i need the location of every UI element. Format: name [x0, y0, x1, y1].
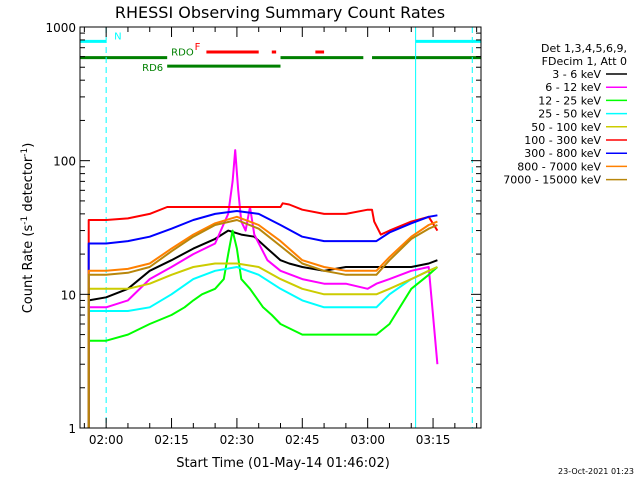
vertical-markers — [79, 27, 473, 428]
legend-label-3: 25 - 50 keV — [538, 108, 601, 121]
legend-label-0: 3 - 6 keV — [552, 68, 601, 81]
legend: Det 1,3,4,5,6,9, FDecim 1, Att 0 3 - 6 k… — [503, 42, 627, 187]
x-tick-label-3: 02:45 — [285, 433, 320, 447]
y-tick-label-3: 1000 — [45, 21, 76, 35]
mode-bars: N RDO RD6 F — [80, 31, 481, 74]
bar-label-f: F — [195, 42, 201, 53]
x-axis-label: Start Time (01-May-14 01:46:02) — [176, 456, 390, 471]
legend-label-6: 300 - 800 keV — [524, 147, 601, 160]
date-stamp: 23-Oct-2021 01:23 — [558, 467, 634, 476]
bar-label-rdo: RDO — [171, 48, 194, 59]
axis-ticks: 1 10 100 1000 02:00 02:15 02:30 02:45 03:00 03:15 — [45, 21, 481, 447]
legend-label-5: 100 - 300 keV — [524, 134, 601, 147]
chart-title: RHESSI Observing Summary Count Rates — [115, 3, 445, 22]
series-line-1 — [87, 149, 439, 428]
plot-frame — [79, 26, 482, 429]
series-line-6 — [87, 210, 438, 428]
series-lines — [87, 149, 439, 428]
y-tick-label-1: 10 — [61, 288, 76, 302]
series-line-5 — [87, 202, 439, 428]
legend-header-line-2: FDecim 1, Att 0 — [542, 55, 627, 68]
series-line-7 — [87, 215, 438, 428]
y-axis-label: Count Rate (s-1 detector-1) — [20, 143, 36, 314]
legend-label-2: 12 - 25 keV — [538, 94, 601, 107]
legend-header-line-1: Det 1,3,4,5,6,9, — [541, 42, 627, 55]
y-tick-label-0: 1 — [68, 422, 76, 436]
series-line-2 — [87, 229, 439, 428]
legend-label-8: 7000 - 15000 keV — [503, 174, 601, 187]
bar-label-n: N — [114, 31, 121, 42]
legend-label-1: 6 - 12 keV — [545, 81, 601, 94]
x-tick-label-1: 02:15 — [154, 433, 189, 447]
series-line-4 — [87, 262, 438, 428]
x-tick-label-5: 03:15 — [416, 433, 451, 447]
x-tick-label-0: 02:00 — [89, 433, 124, 447]
bar-label-rd6: RD6 — [142, 63, 163, 74]
y-tick-label-2: 100 — [53, 155, 76, 169]
x-tick-label-4: 03:00 — [350, 433, 385, 447]
legend-label-7: 800 - 7000 keV — [517, 160, 601, 173]
series-line-3 — [87, 266, 438, 428]
legend-label-4: 50 - 100 keV — [531, 121, 601, 134]
x-tick-label-2: 02:30 — [220, 433, 255, 447]
series-line-8 — [87, 219, 438, 428]
